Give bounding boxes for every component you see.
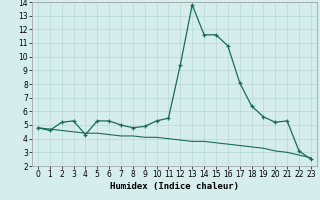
X-axis label: Humidex (Indice chaleur): Humidex (Indice chaleur) xyxy=(110,182,239,191)
